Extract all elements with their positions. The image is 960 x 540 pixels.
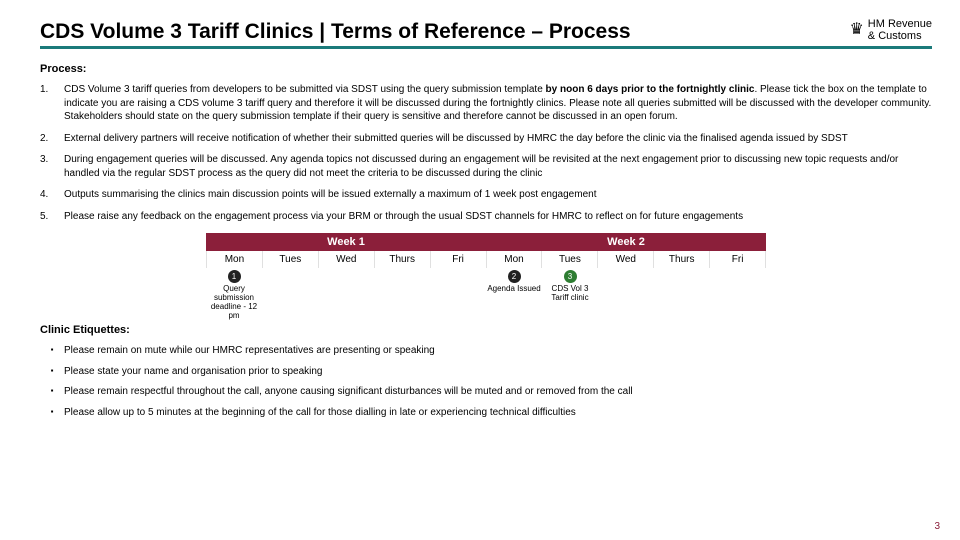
- etiquette-item: ▪Please remain on mute while our HMRC re…: [40, 344, 932, 358]
- day-label: Wed: [318, 251, 374, 268]
- list-text: Outputs summarising the clinics main dis…: [64, 188, 596, 202]
- bullet-icon: ▪: [40, 365, 64, 379]
- etiquette-item: ▪Please remain respectful throughout the…: [40, 385, 932, 399]
- marker-dot: 2: [508, 270, 521, 283]
- day-label: Fri: [709, 251, 766, 268]
- list-text: During engagement queries will be discus…: [64, 153, 932, 180]
- etiquettes-heading: Clinic Etiquettes:: [40, 324, 932, 336]
- marker-dot: 3: [564, 270, 577, 283]
- day-label: Thurs: [374, 251, 430, 268]
- marker-cell: 3 CDS Vol 3 Tariff clinic: [542, 268, 598, 320]
- process-list: 1.CDS Volume 3 tariff queries from devel…: [40, 83, 932, 223]
- etiquette-text: Please remain on mute while our HMRC rep…: [64, 344, 435, 358]
- process-item: 3.During engagement queries will be disc…: [40, 153, 932, 180]
- marker-label: CDS Vol 3 Tariff clinic: [542, 285, 598, 303]
- day-label: Mon: [206, 251, 262, 268]
- marker-cell: [374, 268, 430, 320]
- hmrc-logo: ♛ HM Revenue & Customs: [849, 18, 932, 44]
- week-header: Week 1Week 2: [206, 233, 766, 251]
- list-number: 3.: [40, 153, 64, 180]
- page-title: CDS Volume 3 Tariff Clinics | Terms of R…: [40, 20, 631, 44]
- list-text: Please raise any feedback on the engagem…: [64, 210, 743, 224]
- process-heading: Process:: [40, 63, 932, 75]
- process-item: 2.External delivery partners will receiv…: [40, 132, 932, 146]
- process-item: 5.Please raise any feedback on the engag…: [40, 210, 932, 224]
- crown-icon: ♛: [849, 21, 863, 39]
- marker-cell: 1 Query submission deadline - 12 pm: [206, 268, 262, 320]
- day-label: Thurs: [653, 251, 709, 268]
- list-number: 4.: [40, 188, 64, 202]
- etiquettes-list: ▪Please remain on mute while our HMRC re…: [40, 344, 932, 419]
- bullet-icon: ▪: [40, 385, 64, 399]
- list-number: 5.: [40, 210, 64, 224]
- etiquette-text: Please allow up to 5 minutes at the begi…: [64, 406, 576, 420]
- timeline: Week 1Week 2 MonTuesWedThursFriMonTuesWe…: [206, 233, 766, 320]
- marker-cell: [430, 268, 486, 320]
- list-number: 1.: [40, 83, 64, 124]
- day-label: Tues: [541, 251, 597, 268]
- marker-cell: [654, 268, 710, 320]
- marker-dot: 1: [228, 270, 241, 283]
- etiquette-text: Please state your name and organisation …: [64, 365, 323, 379]
- week-label: Week 2: [486, 233, 766, 251]
- days-row: MonTuesWedThursFriMonTuesWedThursFri: [206, 251, 766, 268]
- marker-cell: [318, 268, 374, 320]
- bullet-icon: ▪: [40, 344, 64, 358]
- etiquettes-section: Clinic Etiquettes: ▪Please remain on mut…: [40, 324, 932, 419]
- day-label: Fri: [430, 251, 486, 268]
- list-text: External delivery partners will receive …: [64, 132, 848, 146]
- day-label: Tues: [262, 251, 318, 268]
- process-item: 4.Outputs summarising the clinics main d…: [40, 188, 932, 202]
- list-text: CDS Volume 3 tariff queries from develop…: [64, 83, 932, 124]
- week-label: Week 1: [206, 233, 486, 251]
- etiquette-item: ▪Please allow up to 5 minutes at the beg…: [40, 406, 932, 420]
- day-label: Wed: [597, 251, 653, 268]
- logo-text: HM Revenue & Customs: [868, 18, 932, 42]
- day-label: Mon: [486, 251, 542, 268]
- header: CDS Volume 3 Tariff Clinics | Terms of R…: [40, 18, 932, 49]
- bullet-icon: ▪: [40, 406, 64, 420]
- marker-cell: 2 Agenda Issued: [486, 268, 542, 320]
- marker-cell: [710, 268, 766, 320]
- etiquette-text: Please remain respectful throughout the …: [64, 385, 633, 399]
- marker-cell: [262, 268, 318, 320]
- list-number: 2.: [40, 132, 64, 146]
- marker-row: 1 Query submission deadline - 12 pm 2 Agend…: [206, 268, 766, 320]
- marker-label: Agenda Issued: [486, 285, 542, 294]
- marker-cell: [598, 268, 654, 320]
- process-item: 1.CDS Volume 3 tariff queries from devel…: [40, 83, 932, 124]
- etiquette-item: ▪Please state your name and organisation…: [40, 365, 932, 379]
- marker-label: Query submission deadline - 12 pm: [206, 285, 262, 320]
- page-number: 3: [934, 521, 940, 532]
